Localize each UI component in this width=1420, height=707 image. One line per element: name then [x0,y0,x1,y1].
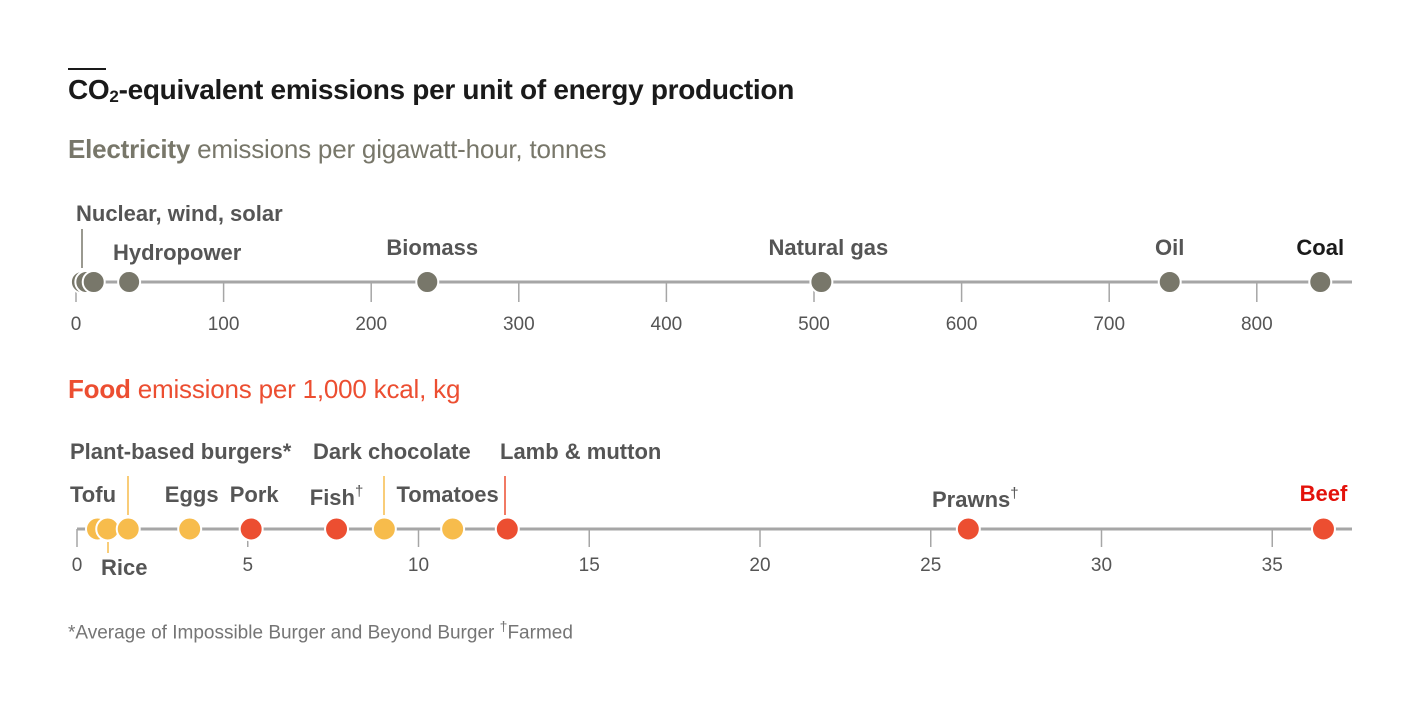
food-label-lamb-mutton: Lamb & mutton [500,439,661,464]
electricity-tick-label: 400 [651,314,683,335]
food-point-fish [324,516,350,542]
electricity-subtitle: Electricity emissions per gigawatt-hour,… [68,134,607,164]
electricity-point-nuclear-wind-solar [81,270,106,294]
food-label-rice: Rice [101,555,147,580]
footnote: *Average of Impossible Burger and Beyond… [68,618,573,644]
food-point-dark-chocolate [371,516,397,542]
food-label-eggs: Eggs [165,482,219,507]
food-label-prawns: Prawns† [932,485,1019,512]
electricity-point-oil [1157,270,1182,294]
food-point-lamb-mutton [494,516,520,542]
electricity-label-oil: Oil [1155,235,1184,260]
food-point-beef [1310,516,1336,542]
food-point-pork [238,516,264,542]
electricity-label-nuclear-wind-solar: Nuclear, wind, solar [76,201,283,226]
food-label-beef: Beef [1300,481,1348,506]
electricity-tick-label: 200 [355,314,387,335]
food-label-plant-based-burgers: Plant-based burgers* [70,439,292,464]
food-subtitle: Food emissions per 1,000 kcal, kg [68,374,461,404]
electricity-tick-label: 100 [208,314,240,335]
food-tick-label: 5 [242,555,253,576]
food-point-prawns [955,516,981,542]
food-tick-label: 25 [920,555,941,576]
food-tick-label: 20 [749,555,770,576]
food-tick-label: 30 [1091,555,1112,576]
electricity-label-hydropower: Hydropower [113,240,242,265]
food-label-fish: Fish† [310,483,364,510]
electricity-point-coal [1308,270,1333,294]
chart-title: CO2-equivalent emissions per unit of ene… [68,74,795,106]
electricity-point-natural-gas [809,270,834,294]
food-label-tofu: Tofu [70,482,116,507]
food-label-dark-chocolate: Dark chocolate [313,439,471,464]
electricity-tick-label: 700 [1093,314,1125,335]
electricity-label-natural-gas: Natural gas [768,235,888,260]
food-point-plant-based-burgers [115,516,141,542]
electricity-tick-label: 0 [71,314,82,335]
electricity-point-hydropower [117,270,142,294]
food-label-tomatoes: Tomatoes [397,482,499,507]
food-point-eggs [177,516,203,542]
electricity-tick-label: 600 [946,314,978,335]
electricity-tick-label: 800 [1241,314,1273,335]
electricity-label-biomass: Biomass [386,235,478,260]
food-label-pork: Pork [230,482,280,507]
food-tick-label: 15 [579,555,600,576]
electricity-tick-label: 300 [503,314,535,335]
food-tick-label: 35 [1262,555,1283,576]
food-tick-label: 10 [408,555,429,576]
food-point-tomatoes [440,516,466,542]
electricity-tick-label: 500 [798,314,830,335]
electricity-label-coal: Coal [1296,235,1344,260]
electricity-point-biomass [415,270,440,294]
food-tick-label: 0 [72,555,83,576]
title-rule [68,68,106,70]
